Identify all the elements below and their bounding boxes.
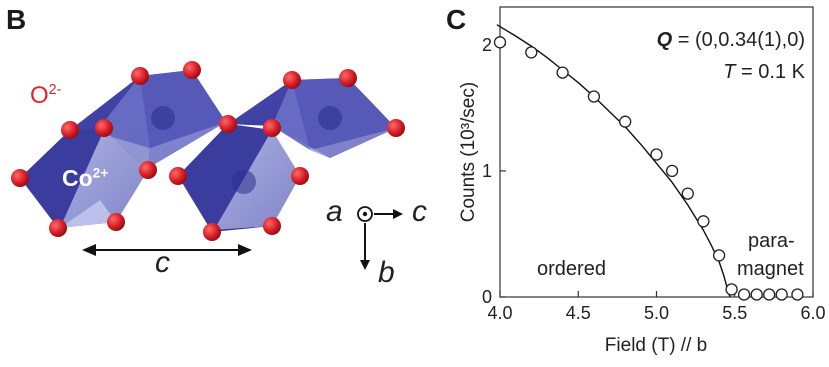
data-point bbox=[737, 288, 751, 301]
data-point bbox=[712, 249, 726, 262]
para-label-line1: para- bbox=[748, 230, 795, 252]
y-tick-label: 0 bbox=[482, 287, 492, 307]
data-point bbox=[665, 164, 679, 178]
c-length-label: c bbox=[155, 246, 170, 279]
data-point bbox=[681, 187, 694, 200]
octahedron-lower-2 bbox=[178, 124, 300, 232]
x-tick-label: 6.0 bbox=[800, 303, 825, 323]
data-point bbox=[525, 46, 538, 59]
axis-c-label: c bbox=[412, 195, 427, 228]
axis-ticks: 4.0 4.5 5.0 5.5 6.0 0 1 2 bbox=[482, 35, 826, 323]
fit-curve bbox=[496, 24, 731, 298]
panel-b-letter: B bbox=[6, 4, 27, 35]
panel-c-letter: C bbox=[446, 4, 467, 35]
x-axis-label: Field (T) // b bbox=[605, 335, 707, 356]
oxygen-label: O2- bbox=[30, 82, 62, 109]
data-points bbox=[493, 36, 804, 301]
data-point bbox=[493, 36, 507, 49]
data-point bbox=[556, 66, 569, 79]
data-point bbox=[725, 283, 738, 296]
x-tick-label: 5.0 bbox=[644, 303, 669, 323]
axis-a-label: a bbox=[326, 195, 343, 228]
data-point bbox=[763, 288, 776, 301]
crystal-structure bbox=[11, 61, 405, 270]
axis-indicator bbox=[357, 206, 403, 270]
axis-b-label: b bbox=[378, 256, 395, 289]
para-label-line2: magnet bbox=[737, 258, 804, 280]
y-axis-label: Counts (10³/sec) bbox=[458, 82, 479, 222]
octahedron-lower-1 bbox=[20, 130, 148, 228]
x-tick-label: 4.0 bbox=[487, 303, 512, 323]
q-vector-annotation: Q = (0,0.34(1),0) bbox=[657, 29, 805, 51]
data-point bbox=[775, 288, 788, 301]
ordered-region-label: ordered bbox=[537, 258, 606, 280]
data-point bbox=[587, 90, 601, 103]
data-point bbox=[697, 215, 710, 228]
temperature-annotation: T = 0.1 K bbox=[723, 61, 805, 83]
c-length-arrow bbox=[82, 244, 252, 256]
octahedron-upper-2 bbox=[228, 78, 396, 158]
y-tick-label: 1 bbox=[482, 161, 492, 181]
x-tick-label: 5.5 bbox=[722, 303, 747, 323]
data-point bbox=[791, 288, 804, 301]
x-tick-label: 4.5 bbox=[566, 303, 591, 323]
y-tick-label: 2 bbox=[482, 35, 492, 55]
data-point bbox=[750, 288, 763, 301]
data-point bbox=[650, 148, 663, 161]
cobalt-label: Co2+ bbox=[62, 165, 109, 191]
data-point bbox=[619, 115, 632, 128]
oxygen-atoms bbox=[11, 61, 405, 241]
